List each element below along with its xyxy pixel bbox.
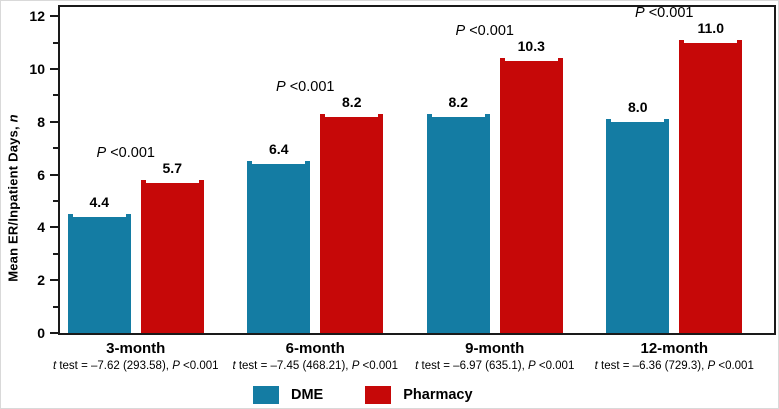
bar-groups: P <0.001 4.4 5.7 P <0.001 6.4 8.2 P <0.001 8.2 1… [46, 5, 765, 333]
p-value-text: <0.001 [359, 360, 399, 372]
y-tick-minor [53, 252, 58, 255]
bar-dme-6-month: 6.4 [247, 141, 311, 333]
y-tick-major [50, 120, 58, 123]
t-symbol: t [594, 360, 598, 372]
y-tick-major [50, 226, 58, 229]
t-test-text: test = –6.97 (635.1), [418, 360, 528, 372]
x-category-label: 9-month [465, 340, 525, 357]
bar-dme-12-month: 8.0 [606, 99, 670, 333]
p-symbol: P [172, 360, 180, 372]
p-symbol: P [276, 78, 286, 95]
p-value-text: <0.001 [465, 23, 514, 40]
bar-value-label: 5.7 [162, 159, 182, 176]
bar-pair: 8.0 11.0 [585, 20, 765, 333]
bar-pharmacy-3-month: 5.7 [140, 160, 204, 333]
bar-value-label: 8.0 [628, 98, 648, 115]
p-symbol: P [707, 360, 716, 372]
y-tick-label: 8 [37, 113, 45, 130]
bar-pharmacy-6-month: 8.2 [320, 94, 384, 333]
bar-group-12-month: P <0.001 8.0 11.0 [585, 5, 765, 333]
y-tick-major [50, 173, 58, 176]
legend-label: DME [291, 387, 324, 403]
legend-item-pharmacy: Pharmacy [365, 386, 473, 404]
p-value-text: <0.001 [715, 360, 754, 372]
t-test-note: t test = –7.62 (293.58), P <0.001 [46, 360, 226, 372]
x-category-label: 12-month [640, 340, 709, 357]
x-category-label: 3-month [106, 340, 166, 357]
bar-pair: 6.4 8.2 [226, 94, 406, 333]
bar-group-6-month: P <0.001 6.4 8.2 [226, 7, 406, 333]
t-test-text: test = –6.36 (729.3), [597, 360, 708, 372]
y-tick-major [50, 332, 58, 334]
t-symbol: t [232, 360, 236, 372]
x-axis-labels: 3-month t test = –7.62 (293.58), P <0.001… [46, 340, 764, 372]
x-axis-cell: 9-month t test = –6.97 (635.1), P <0.001 [405, 340, 585, 372]
bar-value-label: 11.0 [697, 19, 724, 36]
bar-dme-9-month: 8.2 [426, 94, 490, 333]
x-axis-cell: 12-month t test = –6.36 (729.3), P <0.001 [585, 340, 765, 372]
y-tick-label: 10 [29, 61, 45, 77]
t-test-note: t test = –6.97 (635.1), P <0.001 [405, 360, 585, 372]
y-tick-major [50, 68, 58, 70]
t-symbol: t [415, 360, 419, 372]
p-symbol: P [455, 23, 466, 40]
y-tick-major [50, 279, 58, 282]
bar-value-label: 6.4 [269, 141, 289, 158]
legend-swatch [365, 386, 392, 404]
p-value-label: P <0.001 [276, 79, 334, 95]
bar-pair: 4.4 5.7 [46, 160, 226, 333]
y-tick-major [50, 15, 58, 18]
x-axis-cell: 3-month t test = –7.62 (293.58), P <0.001 [46, 340, 226, 372]
t-test-text: test = –7.62 (293.58), [56, 360, 173, 372]
y-tick-minor [53, 94, 58, 97]
y-tick-label: 6 [37, 166, 45, 183]
bar-pharmacy-12-month: 11.0 [679, 20, 743, 333]
y-tick-label: 2 [37, 272, 45, 289]
p-value-text: <0.001 [535, 360, 575, 372]
bar-value-label: 10.3 [517, 38, 545, 55]
legend: DME Pharmacy [253, 386, 473, 404]
legend-label: Pharmacy [403, 387, 473, 403]
y-tick-label: 0 [37, 325, 45, 341]
bar-dme-3-month: 4.4 [67, 194, 131, 333]
t-test-note: t test = –7.45 (468.21), P <0.001 [226, 360, 406, 372]
p-symbol: P [351, 360, 360, 372]
p-value-label: P <0.001 [97, 145, 155, 161]
p-value-label: P <0.001 [635, 5, 693, 21]
bar-pharmacy-9-month: 10.3 [499, 38, 563, 333]
p-symbol: P [635, 4, 645, 21]
x-axis-cell: 6-month t test = –7.45 (468.21), P <0.001 [226, 340, 406, 372]
y-tick-minor [53, 41, 58, 44]
bar-group-3-month: P <0.001 4.4 5.7 [46, 7, 226, 333]
t-test-text: test = –7.45 (468.21), [235, 360, 352, 372]
bar-group-9-month: P <0.001 8.2 10.3 [405, 7, 585, 333]
legend-swatch [253, 386, 279, 404]
bar-value-label: 8.2 [342, 93, 362, 110]
bar-value-label: 4.4 [89, 193, 109, 210]
x-category-label: 6-month [285, 340, 345, 357]
y-tick-label: 12 [29, 8, 45, 25]
y-tick-minor [53, 147, 58, 150]
legend-item-dme: DME [253, 386, 323, 404]
p-symbol: P [96, 144, 107, 161]
p-value-text: <0.001 [285, 78, 335, 95]
bar-pair: 8.2 10.3 [405, 38, 585, 333]
p-value-text: <0.001 [179, 360, 219, 372]
p-value-label: P <0.001 [456, 23, 514, 39]
y-tick-minor [53, 305, 58, 308]
p-value-text: <0.001 [644, 4, 694, 21]
t-test-note: t test = –6.36 (729.3), P <0.001 [585, 360, 765, 372]
bar-value-label: 8.2 [448, 93, 468, 110]
y-tick-label: 4 [37, 219, 45, 236]
t-symbol: t [52, 360, 57, 372]
p-symbol: P [527, 360, 536, 372]
p-value-text: <0.001 [106, 144, 155, 161]
y-tick-minor [53, 200, 58, 202]
